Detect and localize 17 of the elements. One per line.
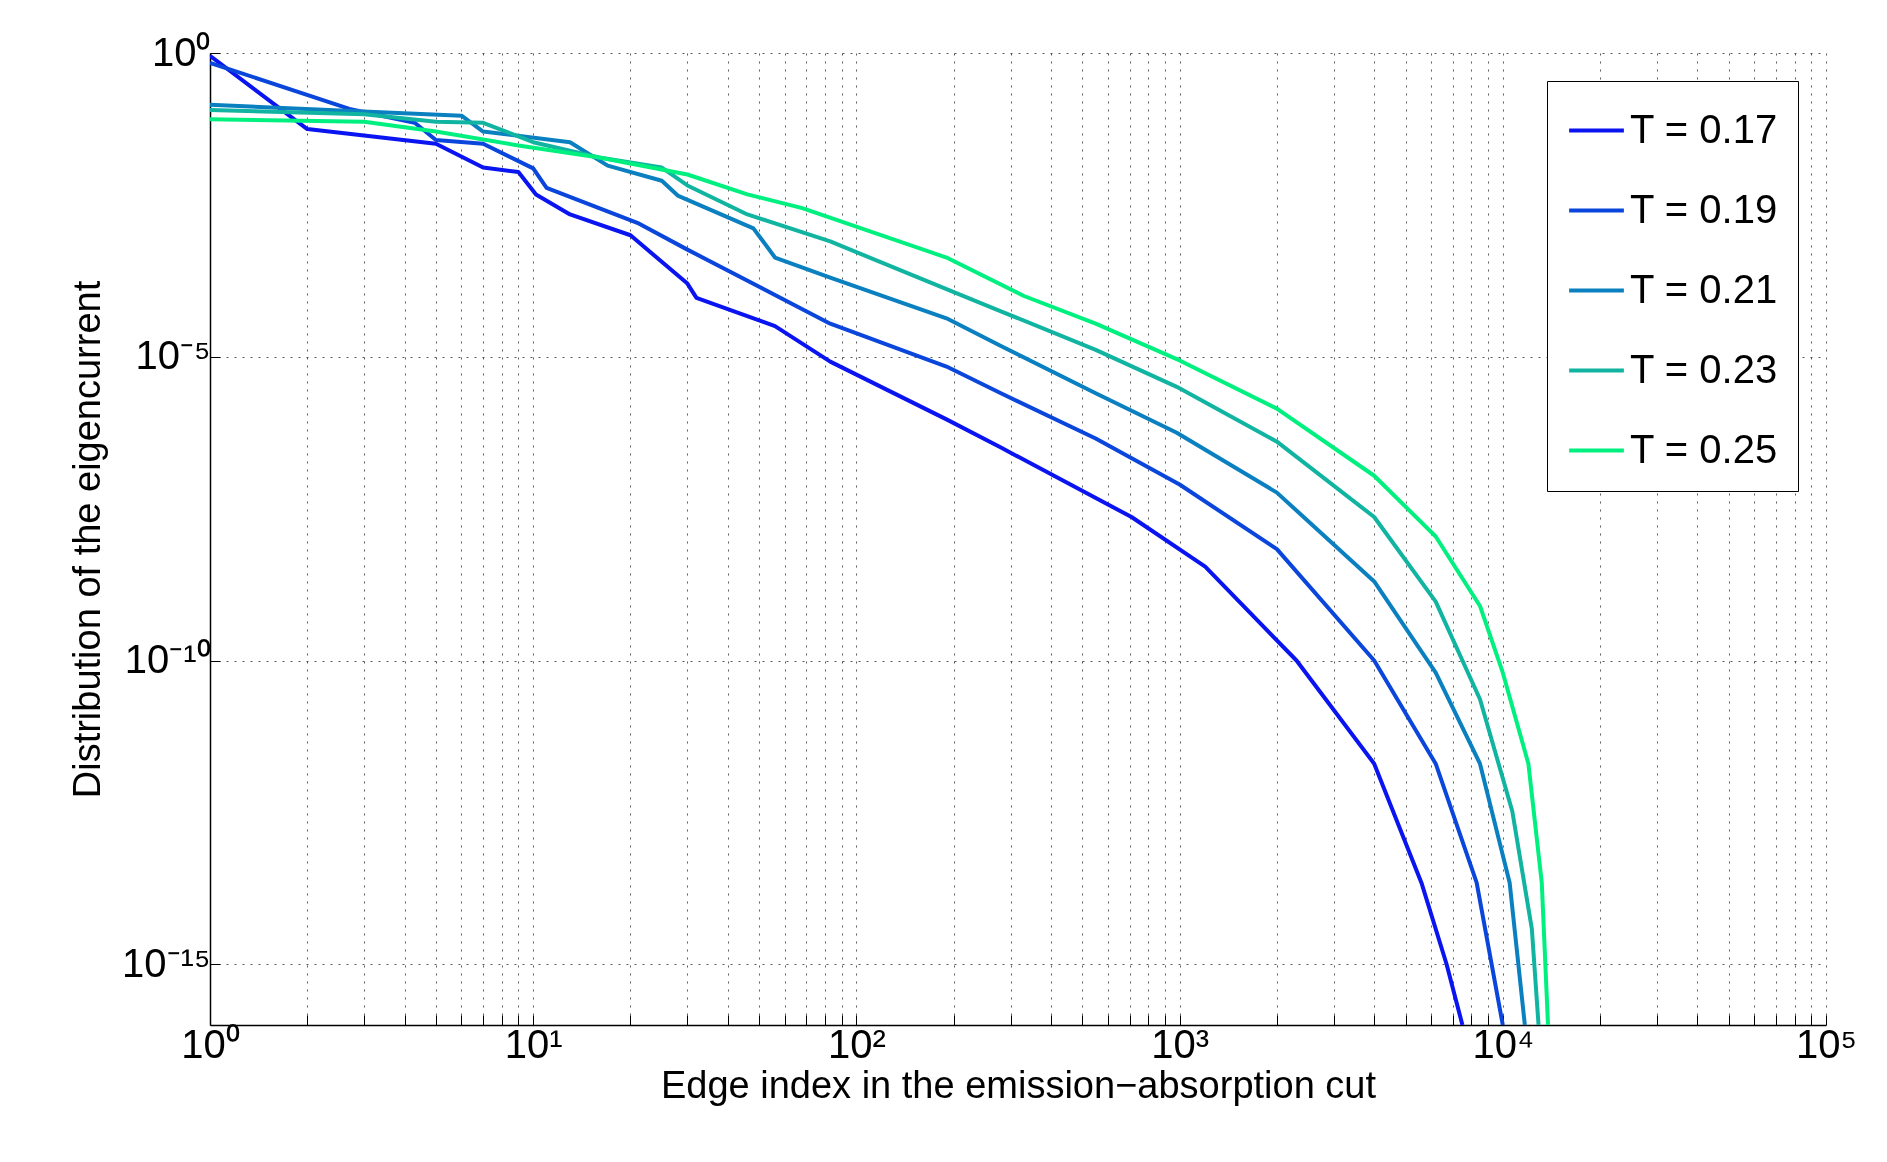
x-tick-label: 10⁵ xyxy=(1795,1021,1858,1066)
x-tick-label: 10¹ xyxy=(504,1021,563,1066)
x-tick-label: 10³ xyxy=(1151,1021,1210,1066)
legend-label: T = 0.19 xyxy=(1630,186,1778,231)
y-axis-title: Distribution of the eigencurrent xyxy=(66,280,109,799)
x-tick-label: 10⁴ xyxy=(1472,1021,1535,1066)
legend-label: T = 0.17 xyxy=(1630,106,1778,151)
legend-label: T = 0.23 xyxy=(1630,346,1778,391)
y-tick-label: 10⁻¹⁰ xyxy=(124,637,211,681)
legend-label: T = 0.21 xyxy=(1630,266,1778,311)
x-axis-title: Edge index in the emission−absorption cut xyxy=(660,1063,1377,1106)
x-tick-label: 10⁰ xyxy=(181,1021,240,1066)
y-tick-label: 10⁻⁵ xyxy=(135,333,211,378)
y-tick-label: 10⁻¹⁵ xyxy=(122,940,211,985)
x-tick-label: 10² xyxy=(827,1021,886,1066)
legend-label: T = 0.25 xyxy=(1630,426,1778,471)
y-tick-label: 10⁰ xyxy=(152,29,211,74)
